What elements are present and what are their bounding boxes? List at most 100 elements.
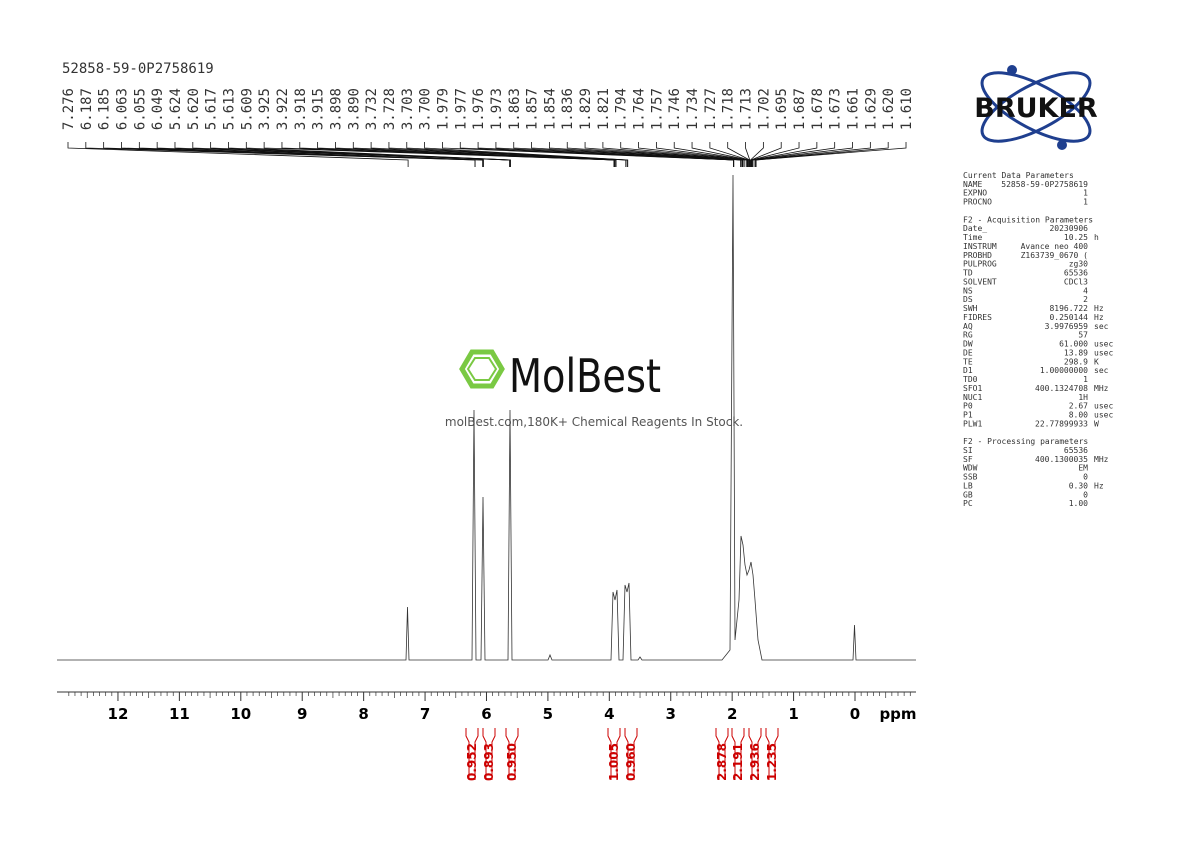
peak-label: 3.703 (400, 88, 416, 130)
param-value: zg30 (1069, 260, 1088, 269)
param-key: SWH (963, 304, 978, 313)
param-value: 8196.722 (1049, 304, 1088, 313)
param-unit: K (1094, 357, 1099, 366)
param-value: 2 (1083, 295, 1088, 304)
param-key: NAME (963, 180, 982, 189)
param-value: 2.67 (1069, 402, 1088, 411)
peak-connector (549, 142, 742, 167)
peak-connector (755, 142, 907, 167)
param-value: 1.00 (1069, 499, 1088, 508)
peak-connector (745, 142, 751, 167)
peak-connector (754, 142, 871, 167)
param-value: 1 (1083, 375, 1088, 384)
param-key: Date_ (963, 224, 987, 233)
peak-connector (495, 142, 735, 167)
peak-label: 3.890 (346, 88, 362, 130)
peak-connector (103, 142, 476, 167)
param-key: PC (963, 499, 973, 508)
param-unit: usec (1094, 402, 1113, 411)
peak-connector (424, 142, 629, 167)
param-key: NS (963, 286, 973, 295)
peak-label: 1.734 (685, 88, 701, 130)
param-unit: h (1094, 233, 1099, 242)
peak-connector (85, 142, 476, 167)
peak-label: 1.673 (828, 88, 844, 130)
peak-label: 1.678 (810, 88, 826, 130)
peak-label: 1.718 (721, 88, 737, 130)
integral-label: 0.893 (482, 743, 496, 781)
param-value: 20230906 (1049, 224, 1088, 233)
integral-bracket (731, 728, 745, 780)
param-key: P1 (963, 410, 973, 419)
peak-label: 6.055 (132, 88, 148, 130)
peak-connector (709, 142, 750, 167)
peak-label: 5.609 (239, 88, 255, 130)
tick-label: 3 (666, 705, 676, 723)
sample-title: 52858-59-0P2758619 (62, 61, 214, 77)
integral-label: 0.952 (465, 743, 479, 781)
peak-label: 5.620 (186, 88, 202, 130)
param-value: EM (1078, 464, 1088, 473)
param-key: GB (963, 490, 973, 499)
watermark-brand: MolBest (509, 349, 661, 403)
integral-bracket (624, 728, 638, 780)
peak-label: 3.922 (275, 88, 291, 130)
param-value: 52858-59-0P2758619 (1001, 180, 1088, 189)
param-value: 1H (1078, 393, 1088, 402)
integral-label: 2.936 (748, 743, 762, 781)
peak-label: 3.918 (293, 88, 309, 130)
param-value: 0 (1083, 473, 1088, 482)
param-value: Z163739_0670 ( (1021, 251, 1088, 260)
peak-label: 3.732 (364, 88, 380, 130)
peak-label: 1.757 (649, 88, 665, 130)
param-key: SFO1 (963, 384, 982, 393)
param-key: PROCNO (963, 198, 992, 207)
peak-connector (750, 142, 800, 167)
peak-connector (156, 142, 484, 167)
peak-connector (335, 142, 616, 167)
param-value: 65536 (1064, 269, 1088, 278)
peak-connector (317, 142, 615, 167)
param-key: AQ (963, 322, 973, 331)
param-unit: usec (1094, 410, 1113, 419)
param-key: TE (963, 357, 973, 366)
integral-label: 1.005 (607, 743, 621, 781)
tick-label: 9 (297, 705, 307, 723)
peak-label: 1.854 (542, 88, 558, 130)
peak-label: 6.185 (97, 88, 113, 130)
peak-label: 1.629 (863, 88, 879, 130)
param-key: PLW1 (963, 419, 982, 428)
peak-label: 1.713 (739, 88, 755, 130)
peak-label: 1.687 (792, 88, 808, 130)
param-key: SSB (963, 473, 978, 482)
integral-label: 0.960 (624, 743, 638, 781)
param-value: 298.9 (1064, 357, 1088, 366)
peak-label: 3.728 (382, 88, 398, 130)
peak-connector (750, 142, 764, 167)
param-unit: MHz (1094, 384, 1109, 393)
peak-label: 3.925 (257, 88, 273, 130)
peak-label: 3.915 (311, 88, 327, 130)
param-section-title: F2 - Acquisition Parameters (963, 215, 1093, 224)
peak-label: 1.836 (560, 88, 576, 130)
tick-label: 12 (108, 705, 129, 723)
param-key: FIDRES (963, 313, 992, 322)
param-value: 0.250144 (1049, 313, 1088, 322)
param-value: 400.1300035 (1035, 455, 1088, 464)
param-key: PROBHD (963, 251, 992, 260)
tick-label: 8 (358, 705, 368, 723)
peak-label: 1.620 (881, 88, 897, 130)
param-key: P0 (963, 402, 973, 411)
integral-label: 2.191 (731, 743, 745, 781)
param-unit: MHz (1094, 455, 1109, 464)
param-unit: Hz (1094, 304, 1104, 313)
peak-label: 3.700 (418, 88, 434, 130)
param-value: 61.000 (1059, 340, 1088, 349)
peak-label: 1.727 (703, 88, 719, 130)
watermark-tagline: molBest.com,180K+ Chemical Reagents In S… (445, 415, 743, 429)
integral-label: 0.950 (505, 743, 519, 781)
peak-label: 1.976 (471, 88, 487, 130)
param-unit: sec (1094, 366, 1109, 375)
param-key: SOLVENT (963, 277, 997, 286)
